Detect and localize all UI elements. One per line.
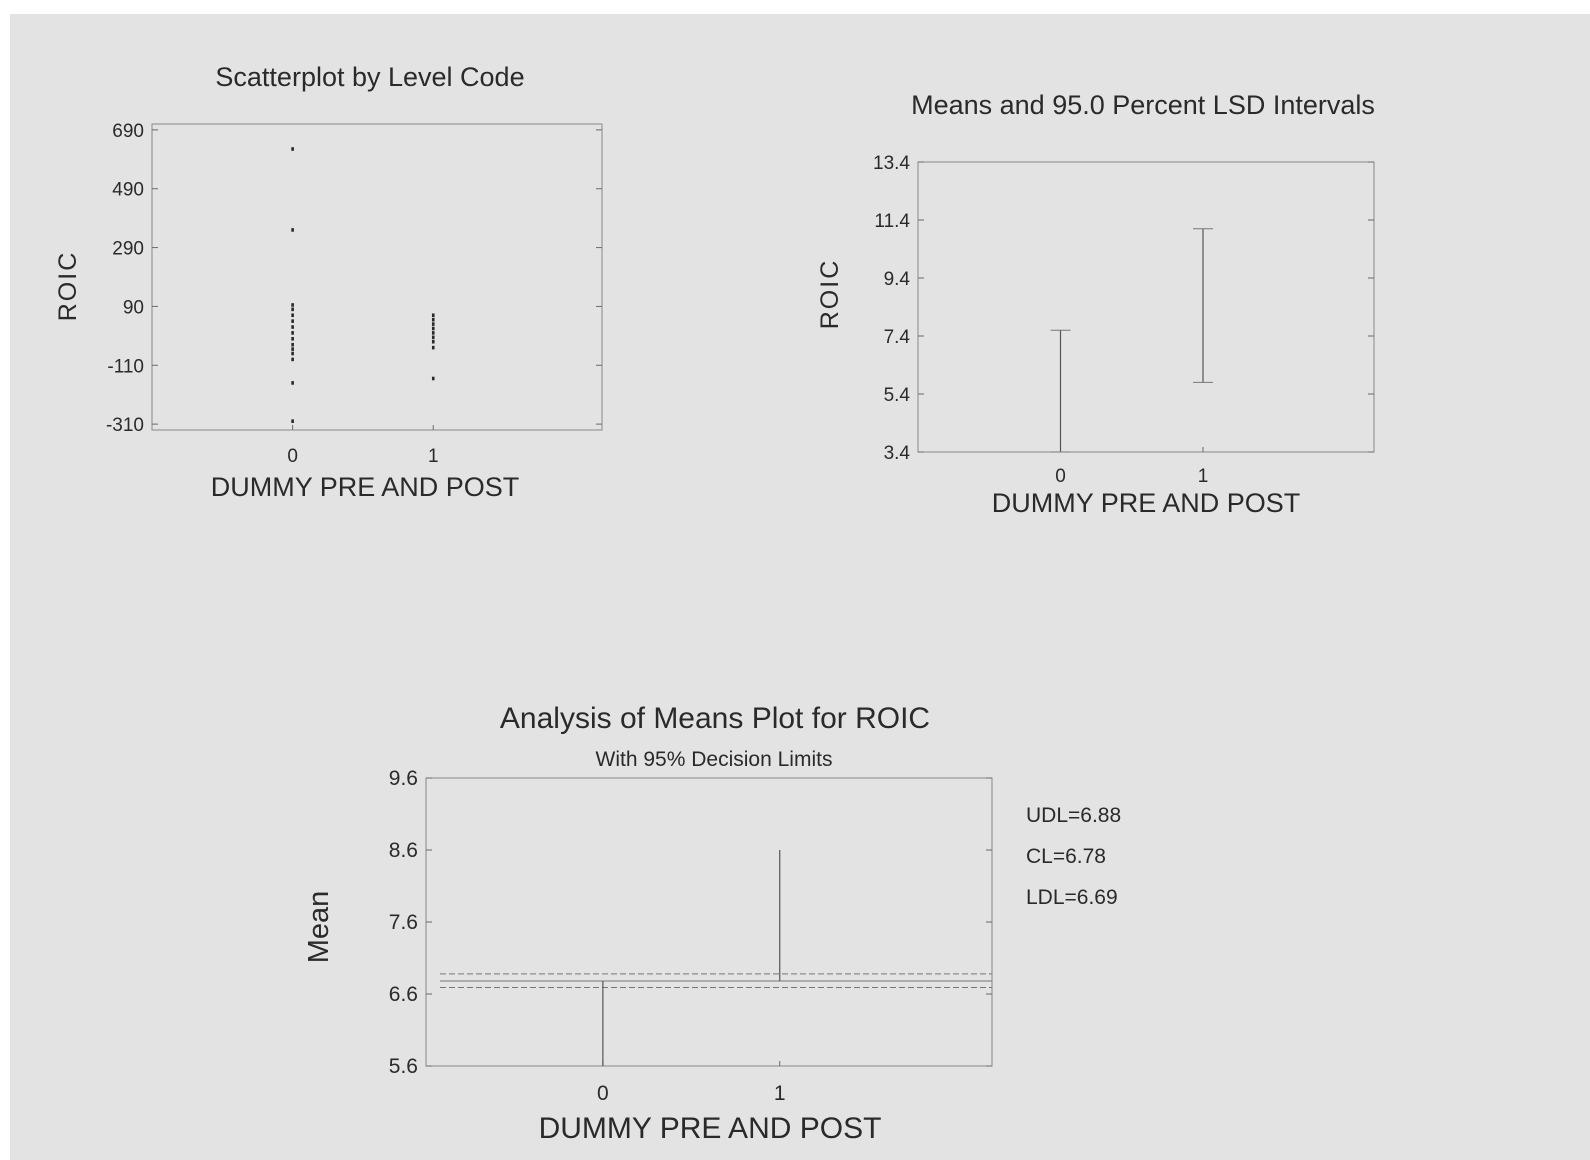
scatter-point bbox=[431, 339, 435, 344]
x-tick-label: 1 bbox=[774, 1082, 786, 1105]
scatter-point bbox=[291, 325, 294, 329]
plot-frame bbox=[425, 777, 993, 1067]
scatter-point bbox=[291, 147, 294, 151]
y-tick-label: 7.6 bbox=[389, 911, 418, 934]
lsd-y-axis-label: ROIC bbox=[816, 259, 844, 330]
y-tick-label: 3.4 bbox=[884, 443, 911, 464]
plot-frame bbox=[151, 123, 603, 431]
x-tick-label: 0 bbox=[1055, 466, 1066, 487]
scatter-point bbox=[291, 319, 294, 323]
scatter-point bbox=[431, 376, 435, 381]
anom-subtitle: With 95% Decision Limits bbox=[596, 748, 833, 771]
scatter-point bbox=[291, 381, 294, 385]
scatter-point bbox=[291, 351, 294, 356]
scatterplot-chart: Scatterplot by Level Code ROIC DUMMY PRE… bbox=[54, 62, 603, 502]
y-tick-label: 6.6 bbox=[389, 983, 418, 1006]
y-tick-label: -310 bbox=[106, 415, 144, 436]
y-tick-label: 13.4 bbox=[873, 153, 910, 174]
anom-x-axis-label: DUMMY PRE AND POST bbox=[539, 1112, 882, 1145]
scatterplot-plot-area: 690 490 290 90 -110 -310 0 1 bbox=[106, 121, 603, 467]
scatter-point bbox=[291, 307, 294, 312]
anom-limit-label: CL=6.78 bbox=[1026, 845, 1106, 868]
scatter-point bbox=[291, 357, 294, 362]
scatter-point bbox=[431, 345, 435, 350]
y-tick-label: 7.4 bbox=[884, 327, 911, 348]
y-tick-label: -110 bbox=[107, 356, 144, 377]
anom-chart: Analysis of Means Plot for ROIC With 95%… bbox=[303, 702, 1121, 1145]
anom-title: Analysis of Means Plot for ROIC bbox=[500, 702, 930, 735]
scatter-point bbox=[291, 347, 294, 351]
scatter-point bbox=[431, 322, 435, 326]
anom-limit-label: UDL=6.88 bbox=[1026, 804, 1121, 827]
plot-frame bbox=[917, 161, 1375, 453]
lsd-intervals-chart: Means and 95.0 Percent LSD Intervals ROI… bbox=[816, 90, 1375, 518]
scatter-point bbox=[291, 303, 294, 307]
scatterplot-x-axis-label: DUMMY PRE AND POST bbox=[211, 472, 520, 502]
y-tick-label: 690 bbox=[112, 121, 144, 142]
scatter-point bbox=[431, 317, 435, 322]
y-tick-label: 9.6 bbox=[389, 767, 418, 790]
scatter-point bbox=[291, 331, 294, 335]
y-tick-label: 5.6 bbox=[389, 1055, 418, 1078]
lsd-plot-area: 13.4 11.4 9.4 7.4 5.4 3.4 0 1 bbox=[873, 153, 1375, 487]
x-tick-label: 0 bbox=[597, 1082, 609, 1105]
x-tick-label: 1 bbox=[1198, 466, 1209, 487]
scatterplot-y-axis-label: ROIC bbox=[54, 251, 82, 322]
y-tick-label: 8.6 bbox=[389, 839, 418, 862]
scatter-point bbox=[431, 331, 435, 335]
y-tick-label: 90 bbox=[123, 297, 144, 318]
scatter-point bbox=[291, 228, 294, 232]
scatter-point bbox=[431, 335, 435, 340]
scatter-point bbox=[291, 419, 294, 423]
scatter-point bbox=[291, 342, 294, 347]
y-tick-label: 490 bbox=[112, 180, 144, 201]
page-background: Scatterplot by Level Code ROIC DUMMY PRE… bbox=[10, 14, 1590, 1160]
x-tick-label: 1 bbox=[428, 446, 439, 467]
scatterplot-title: Scatterplot by Level Code bbox=[215, 62, 524, 92]
x-tick-label: 0 bbox=[287, 446, 298, 467]
anom-limit-label: LDL=6.69 bbox=[1026, 886, 1118, 909]
y-tick-label: 9.4 bbox=[884, 269, 911, 290]
y-tick-label: 290 bbox=[112, 239, 144, 260]
scatter-point bbox=[291, 313, 294, 318]
scatter-point bbox=[431, 313, 435, 318]
scatter-point bbox=[291, 336, 294, 341]
y-tick-label: 11.4 bbox=[874, 211, 910, 232]
anom-y-axis-label: Mean bbox=[303, 891, 335, 964]
anom-plot-area: 9.6 8.6 7.6 6.6 5.6 0 1 UDL=6.88 CL=6.78 LDL=6.69 bbox=[389, 767, 1121, 1105]
lsd-title: Means and 95.0 Percent LSD Intervals bbox=[911, 90, 1375, 120]
lsd-x-axis-label: DUMMY PRE AND POST bbox=[992, 488, 1301, 518]
y-tick-label: 5.4 bbox=[884, 385, 911, 406]
scatter-point bbox=[431, 326, 435, 331]
